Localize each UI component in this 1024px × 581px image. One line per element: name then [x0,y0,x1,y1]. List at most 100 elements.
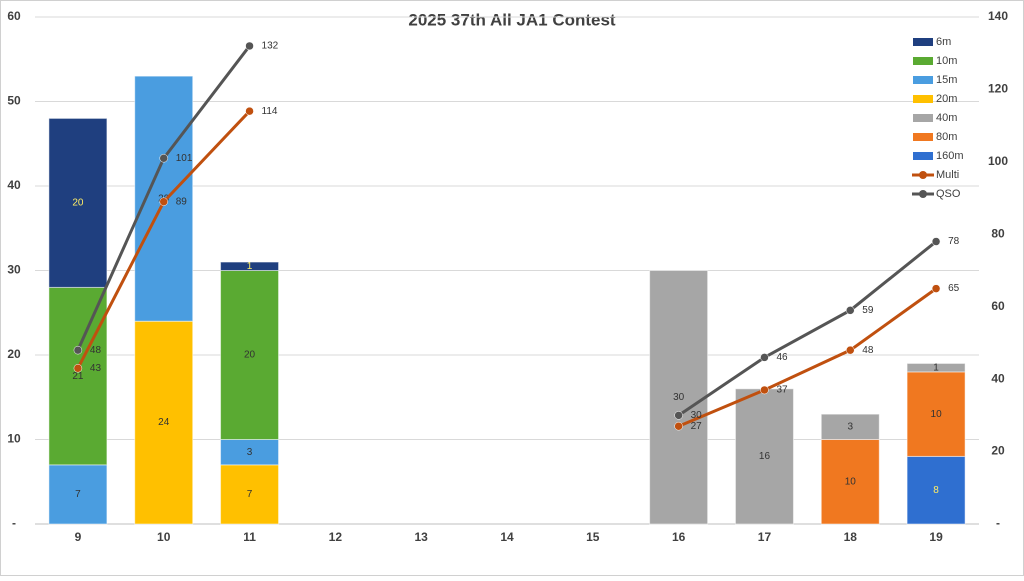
line-value-label: 89 [176,196,188,207]
bar-segment [820,413,880,440]
bar-segment [220,439,280,466]
line-value-label: 37 [776,385,788,396]
bar-value-label: 20 [72,198,84,209]
legend-swatch [919,171,927,179]
legend-swatch [913,152,933,160]
line-value-label: 46 [776,352,788,363]
bar-segment [48,286,108,466]
x-tick-label: 12 [329,530,343,544]
x-tick-label: 10 [157,530,171,544]
line-point [73,364,83,373]
chart-title: 2025 37th All JA1 Contest [408,10,616,29]
bar-segment [906,455,966,525]
legend-swatch [913,76,933,84]
line-value-label: 65 [948,283,960,294]
legend-swatch [913,38,933,46]
bar-segment [906,362,966,373]
y2-tick-label: 20 [991,444,1005,458]
legend-swatch [913,57,933,65]
x-tick-label: 13 [415,530,429,544]
legend-swatch [913,114,933,122]
y-tick-label: 60 [7,9,21,23]
line-value-label: 114 [262,106,278,117]
line-point [159,153,168,163]
bar-segment [220,270,280,440]
line-value-label: 101 [176,153,193,164]
bar-segment [220,464,280,525]
y2-tick-label: 120 [988,82,1008,96]
y2-tick-label: 140 [988,9,1008,23]
legend-label: 15m [936,74,957,86]
line-value-label: 43 [90,363,102,374]
legend-swatch [913,95,933,103]
bar-value-label: 30 [673,392,685,403]
bar-segment [220,261,280,271]
bar-segment [48,117,108,288]
x-tick-label: 14 [500,530,514,544]
legend-label: Multi [936,169,959,181]
line-point [846,306,855,315]
bar-value-label: 24 [158,417,170,428]
line-value-label: 30 [691,410,703,421]
legend-label: 160m [936,150,964,162]
y-tick-label: 40 [7,178,21,192]
y-tick-label: 30 [7,263,21,277]
bar-value-label: 3 [247,447,253,458]
bar-value-label: 20 [244,350,256,361]
x-tick-label: 9 [75,530,82,544]
bar-segment [649,270,709,525]
line-point [760,385,769,395]
line-point [846,345,855,355]
line-point [674,411,683,420]
bar-segment [48,464,108,525]
line-point [245,41,254,51]
bar-segment [820,439,880,525]
bar-value-label: 3 [847,421,853,432]
line-value-label: 48 [862,345,874,356]
y-tick-label: 50 [7,94,21,108]
bar-value-label: 1 [247,261,253,272]
line-point [73,345,83,355]
line-value-label: 59 [862,305,874,316]
bar-segment [734,388,794,525]
legend-swatch [913,133,933,141]
bar-segment [134,320,194,525]
line-value-label: 78 [948,236,960,247]
line-point [760,353,769,362]
line-point [159,197,168,206]
bar-segment [906,371,966,457]
line-point [245,106,254,116]
bar-value-label: 21 [72,371,84,382]
line-value-label: 48 [90,345,102,356]
x-tick-label: 17 [758,530,772,544]
x-tick-label: 16 [672,530,686,544]
line-point [931,284,941,293]
line-value-label: 27 [691,421,703,432]
line-value-label: 132 [262,41,279,52]
legend-label: 80m [936,131,957,143]
y2-tick-label: 40 [991,371,1005,385]
legend-label: 10m [936,55,957,67]
bar-value-label: 10 [845,476,857,487]
line-point [931,237,941,246]
x-tick-label: 11 [243,530,256,544]
bar-value-label: 16 [759,451,771,462]
y-tick-label: - [12,516,16,530]
legend-label: 6m [936,36,951,48]
y2-tick-label: 60 [991,299,1005,313]
bar-value-label: 8 [933,485,939,496]
y-tick-label: 20 [7,347,21,361]
bar-value-label: 1 [933,362,939,373]
y2-tick-label: - [996,516,1000,530]
legend-label: QSO [936,188,961,200]
bar-value-label: 10 [931,409,943,420]
bar-value-label: 7 [247,489,253,500]
line-point [674,421,683,431]
y-tick-label: 10 [7,432,21,446]
x-tick-label: 19 [929,530,943,544]
y2-tick-label: 80 [991,226,1005,240]
y2-tick-label: 100 [988,154,1008,168]
legend-label: 20m [936,93,957,105]
legend-label: 40m [936,112,957,124]
